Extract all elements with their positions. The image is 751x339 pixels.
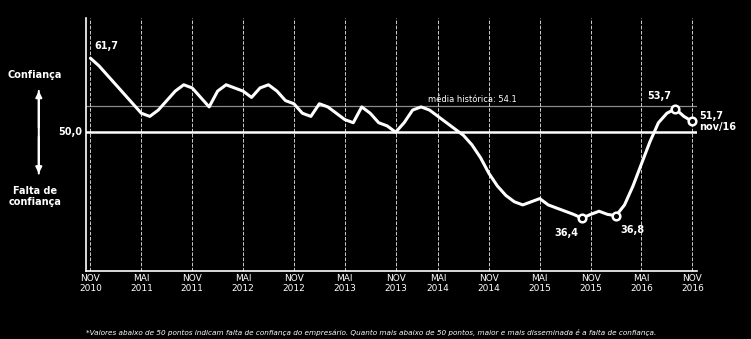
- Text: 36,4: 36,4: [554, 228, 578, 238]
- Text: Confiança: Confiança: [8, 69, 62, 80]
- Text: 36,8: 36,8: [620, 225, 644, 235]
- Text: média histórica: 54.1: média histórica: 54.1: [427, 95, 516, 104]
- Text: 53,7: 53,7: [647, 91, 671, 101]
- Text: 61,7: 61,7: [95, 41, 119, 51]
- Text: *Valores abaixo de 50 pontos indicam falta de confiança do empresário. Quanto ma: *Valores abaixo de 50 pontos indicam fal…: [86, 328, 656, 336]
- Text: 50,0: 50,0: [59, 127, 83, 137]
- Text: Falta de
confiança: Falta de confiança: [8, 186, 62, 207]
- Text: 51,7
nov/16: 51,7 nov/16: [699, 111, 736, 132]
